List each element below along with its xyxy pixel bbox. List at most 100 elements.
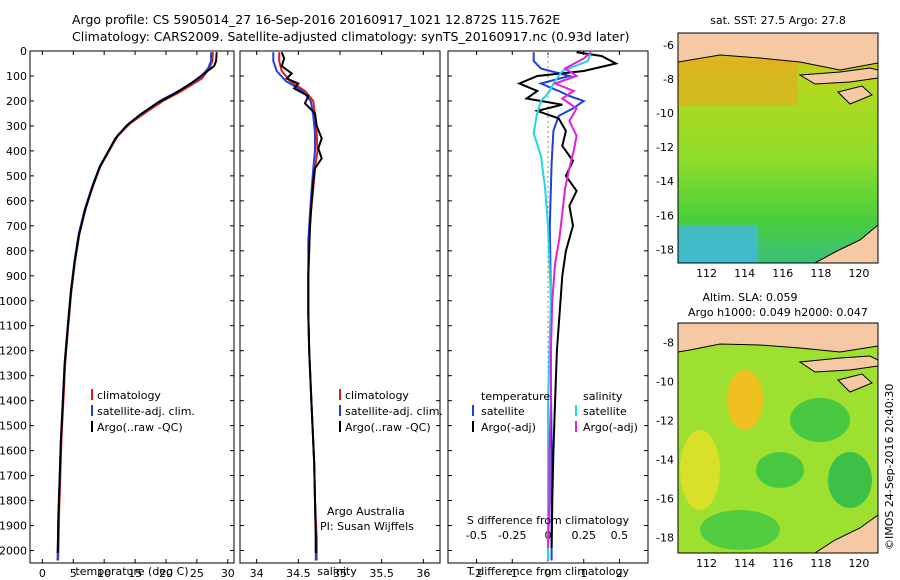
s-difference-label: S difference from climatology (467, 514, 630, 527)
x-tick-label: 5 (70, 567, 77, 580)
depth-tick-label: 900 (6, 270, 27, 283)
salinity-axes-frame (239, 50, 441, 564)
map-lon-label: 112 (696, 557, 717, 570)
x-tick-label: 0 (545, 567, 552, 580)
sla-high (727, 370, 763, 430)
series-line-argo-raw-qc- (56, 52, 218, 554)
depth-tick-label: 800 (6, 245, 27, 258)
salinity-legend: climatology satellite-adj. clim. Argo(..… (320, 389, 443, 533)
x-tick-label: 15 (128, 567, 142, 580)
legend-label: satellite-adj. clim. (97, 405, 195, 418)
sla-map: Altim. SLA: 0.059 Argo h1000: 0.049 h200… (677, 291, 879, 554)
map-lon-label: 116 (772, 267, 793, 280)
series-line-argo-adj- (547, 51, 592, 549)
legend-swatch-satellite (339, 405, 341, 416)
panel-series (516, 51, 619, 561)
x-tick-label: 35.5 (369, 567, 394, 580)
legend-label: climatology (345, 389, 409, 402)
warm-patch (678, 60, 798, 105)
depth-tick-label: 1500 (0, 420, 27, 433)
legend-swatch-s-argo (575, 421, 577, 432)
depth-tick-label: 1700 (0, 470, 27, 483)
series-line-argo-raw-qc- (280, 51, 323, 553)
legend-label: satellite-adj. clim. (345, 405, 443, 418)
x-tick-label: 10 (97, 567, 111, 580)
sla-low (828, 452, 872, 508)
map-lon-label: 116 (772, 557, 793, 570)
temperature-legend: climatology satellite-adj. clim. Argo(..… (91, 389, 195, 434)
legend-swatch-s-satellite (575, 405, 577, 416)
x-tick-label: 1 (580, 567, 587, 580)
legend-label: Argo(-adj) (583, 421, 638, 434)
depth-tick-label: 200 (6, 95, 27, 108)
map-lat-label: -12 (656, 414, 674, 427)
map-lon-label: 118 (810, 267, 831, 280)
legend-swatch-climatology (91, 389, 93, 400)
x-tick-label: 25 (190, 567, 204, 580)
panel-series (272, 51, 323, 561)
x-tick-label: 34.5 (286, 567, 311, 580)
legend-swatch-satellite (91, 405, 93, 416)
series-line-satellite (532, 52, 586, 561)
australia-land (814, 224, 878, 263)
map-lat-label: -16 (656, 492, 674, 505)
profile-lines (56, 51, 619, 561)
sla-low (790, 398, 850, 442)
map-lat-label: -10 (656, 375, 674, 388)
java-land (678, 33, 878, 71)
map-lon-label: 120 (848, 267, 869, 280)
panel-series (56, 52, 218, 561)
depth-tick-label: 0 (20, 45, 27, 58)
australia-land (814, 514, 878, 553)
sla-map-title-line1: Altim. SLA: 0.059 (702, 291, 797, 304)
map-lon-label: 118 (810, 557, 831, 570)
depth-tick-label: 1000 (0, 295, 27, 308)
salinity-xlabel: salinity (317, 565, 357, 578)
figure-title-line2: Climatology: CARS2009. Satellite-adjuste… (72, 29, 629, 44)
depth-tick-label: 1800 (0, 495, 27, 508)
series-line-satellite-adj-clim- (272, 52, 317, 561)
java-land (678, 323, 878, 353)
map-lat-label: -12 (656, 141, 674, 154)
sla-map-title-line2: Argo h1000: 0.049 h2000: 0.047 (688, 306, 868, 319)
series-line-climatology (57, 52, 214, 561)
imos-credit: ©IMOS 24-Sep-2016 20:40:30 (883, 384, 896, 550)
s-diff-tick-label: -0.5 (466, 529, 487, 542)
map-lat-label: -8 (663, 336, 674, 349)
depth-tick-label: 1100 (0, 320, 27, 333)
x-tick-label: -2 (471, 567, 482, 580)
map-lat-label: -16 (656, 209, 674, 222)
x-tick-label: 36 (416, 567, 430, 580)
depth-tick-label: 1900 (0, 520, 27, 533)
map-lon-label: 114 (734, 557, 755, 570)
depth-tick-label: 700 (6, 220, 27, 233)
series-line-climatology (278, 52, 319, 561)
legend-title-temperature: temperature (481, 390, 550, 403)
depth-tick-label: 1600 (0, 445, 27, 458)
sla-map-frame (677, 322, 879, 554)
difference-xlabel: T difference from climatology (466, 565, 629, 578)
legend-swatch-t-satellite (472, 405, 474, 416)
map-lat-label: -18 (656, 531, 674, 544)
x-tick-label: 35 (333, 567, 347, 580)
figure-title-line1: Argo profile: CS 5905014_27 16-Sep-2016 … (72, 12, 560, 27)
series-line-argo-adj- (516, 51, 619, 549)
sla-high (680, 430, 720, 510)
legend-swatch-argo (91, 421, 93, 432)
sst-map: sat. SST: 27.5 Argo: 27.8 (677, 14, 879, 264)
s-diff-tick-label: -0.25 (498, 529, 526, 542)
depth-tick-label: 400 (6, 145, 27, 158)
legend-swatch-t-argo (472, 421, 474, 432)
legend-label: satellite (481, 405, 525, 418)
depth-tick-label: 1400 (0, 395, 27, 408)
depth-tick-label: 100 (6, 70, 27, 83)
x-tick-label: 2 (616, 567, 623, 580)
s-diff-tick-label: 0.5 (611, 529, 629, 542)
island-land (837, 85, 873, 105)
map-lon-label: 120 (848, 557, 869, 570)
depth-tick-label: 2000 (0, 545, 27, 558)
series-line-satellite-adj-clim- (56, 52, 213, 561)
difference-legend: temperature salinity satellite Argo(-adj… (472, 390, 638, 434)
pi-annotation: PI: Susan Wijffels (320, 520, 414, 533)
